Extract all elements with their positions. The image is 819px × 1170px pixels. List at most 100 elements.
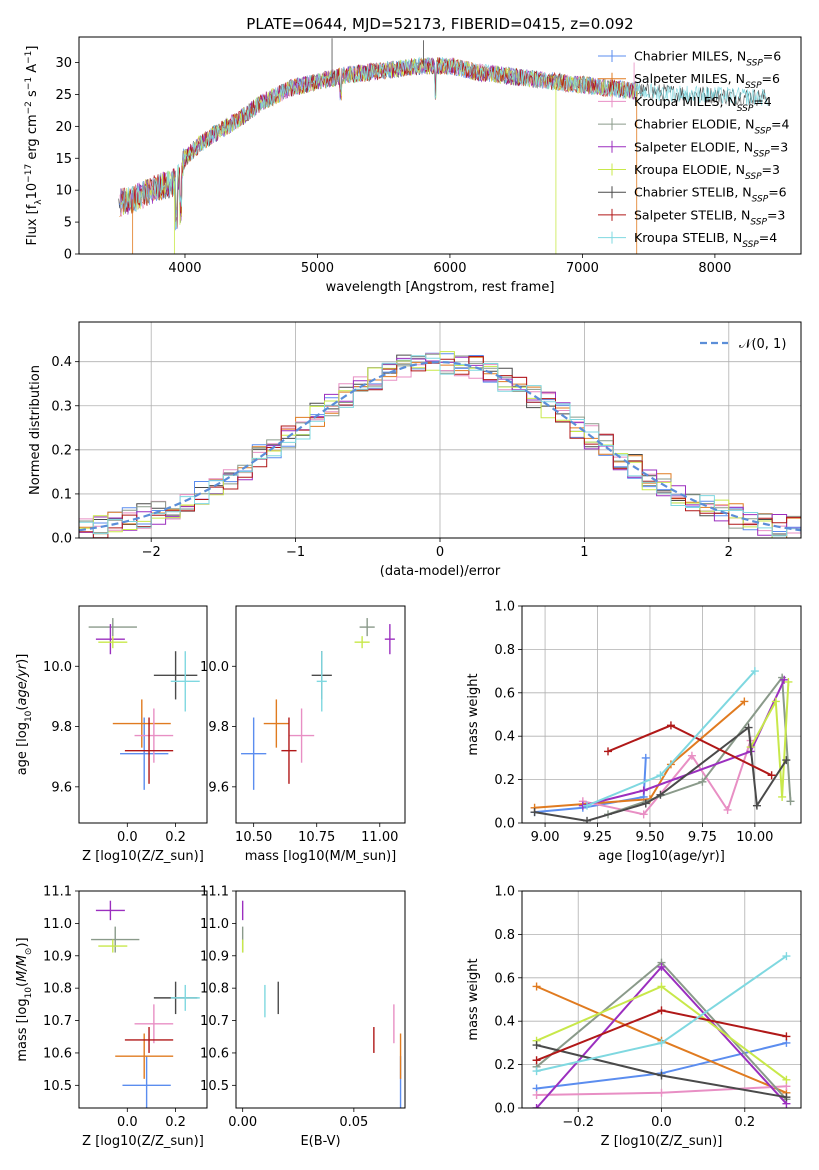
weight-lines [530,667,795,823]
y-tick-label: 0.2 [51,443,72,458]
y-tick-label: 30 [55,56,72,71]
y-tick-label: 25 [55,88,72,103]
y-tick-label: 10.8 [43,982,72,997]
x-tick-label: 10.75 [298,830,335,845]
y-tick-label: 10.9 [200,949,229,964]
weight-series-marker [778,792,787,801]
weight-series-marker [641,799,650,808]
x-tick-label: −0.2 [562,1115,594,1130]
y-tick-label: 0.4 [494,1015,515,1030]
x-tick-label: 1 [580,545,588,560]
y-tick-label: 0.0 [494,1102,515,1117]
scatter-points [91,900,200,1108]
y-tick-label: 9.8 [51,720,72,735]
weight-series-line [586,670,756,807]
panel-age-vs-Z: 0.0 0.2 9.6 9.8 10.0 Z [log10(Z/Z_sun)] age [l… [15,605,208,864]
x-axis-label: E(B-V) [300,1134,340,1149]
weight-series-marker [750,667,759,676]
y-tick-label: 0.1 [51,487,72,502]
x-tick-label: 0.0 [117,1115,138,1130]
x-tick-label: 0.2 [165,830,186,845]
x-tick-label: −1 [286,545,305,560]
x-axis-label: Z [log10(Z/Z_sun)] [601,1134,723,1149]
x-tick-label: 9.75 [688,830,717,845]
y-tick-label: 0.0 [51,532,72,547]
panel-mass-vs-EBV: 0.00 0.05 10.5 10.6 10.7 10.8 10.9 11.0 11.1 E(B-… [200,885,406,1149]
panel-age-vs-mass: 10.50 10.75 11.00 9.6 9.8 10.0 mass [log10(M/M… [200,605,406,864]
legend-label: Salpeter ELODIE, NSSP=3 [634,139,788,159]
y-tick-label: 0.4 [494,730,515,745]
y-tick-label: 10.6 [43,1046,72,1061]
y-tick-label: 0.2 [494,773,515,788]
legend-label: 𝒩(0, 1) [739,337,786,352]
weight-series-marker [782,756,791,765]
axes-frame [521,890,802,1109]
y-tick-label: 11.1 [43,885,72,900]
y-axis-label: Flux [fλ10−17 erg cm−2 s−1 A−1] [24,46,44,246]
weight-series-marker [532,1041,541,1050]
weight-series-marker [744,723,753,732]
x-tick-label: 9.50 [635,830,664,845]
weight-series-marker [657,1088,666,1097]
weight-series-line [607,674,792,816]
x-tick-label: 0 [436,545,444,560]
panel-spectrum: 4000 5000 6000 7000 8000 0 5 10 15 20 25 30 waveleng… [24,36,802,295]
weight-series-marker [532,1056,541,1065]
weight-series-marker [583,816,592,823]
weight-series-marker [786,797,795,806]
y-axis-label: Normed distribution [28,365,43,495]
y-tick-label: 0.4 [51,355,72,370]
x-tick-label: 7000 [566,261,599,276]
x-tick-label: 2 [725,545,733,560]
y-axis-label: age [log10(age/yr)] [15,654,34,776]
axes-frame [235,605,406,824]
y-tick-label: 11.1 [200,885,229,900]
y-tick-label: 0 [64,248,72,263]
weight-series-marker [780,675,789,684]
axes-frame [521,605,802,824]
spectrum-title: PLATE=0644, MJD=52173, FIBERID=0415, z=0… [246,15,633,33]
weight-series-marker [782,1093,791,1102]
y-tick-label: 20 [55,120,72,135]
weight-series-marker [656,790,665,799]
weight-series-marker [656,771,665,780]
weight-series-marker [657,962,666,971]
y-tick-label: 1.0 [494,600,515,615]
weight-series-marker [639,786,648,795]
y-tick-label: 0.3 [51,399,72,414]
weight-series-marker [530,808,539,817]
y-tick-label: 10.8 [200,982,229,997]
axes-frame [78,890,208,1109]
panel-mass-vs-Z: 0.0 0.2 10.5 10.6 10.7 10.8 10.9 11.0 11.1 Z [log… [15,885,208,1149]
normal-reference-curve [79,360,801,532]
weight-series-marker [639,810,648,819]
weight-series-marker [657,1006,666,1015]
spectrum-series-line [121,56,768,230]
scatter-points [88,618,200,790]
weight-series-marker [583,801,592,810]
x-axis-label: mass [log10(M/M_sun)] [245,849,397,864]
x-tick-label: 10.50 [235,830,272,845]
y-tick-label: 0.6 [494,971,515,986]
weight-series-marker [532,1104,541,1108]
x-axis-label: Z [log10(Z/Z_sun)] [82,849,204,864]
weight-series-marker [532,1067,541,1076]
histogram-steps [79,351,801,538]
weight-series-marker [532,982,541,991]
x-tick-label: 0.05 [339,1115,368,1130]
x-tick-label: 5000 [301,261,334,276]
weight-series-marker [782,1032,791,1041]
weight-series-marker [782,952,791,961]
x-axis-label: wavelength [Angstrom, rest frame] [326,280,555,295]
weight-series-marker [657,1038,666,1047]
y-tick-label: 10 [55,184,72,199]
x-axis-label: Z [log10(Z/Z_sun)] [82,1134,204,1149]
x-tick-label: 0.0 [651,1115,672,1130]
legend-label: Chabrier MILES, NSSP=6 [634,49,781,69]
y-tick-label: 0.6 [494,686,515,701]
weight-series-marker [740,697,749,706]
axes-frame [78,321,802,539]
x-tick-label: −2 [142,545,161,560]
